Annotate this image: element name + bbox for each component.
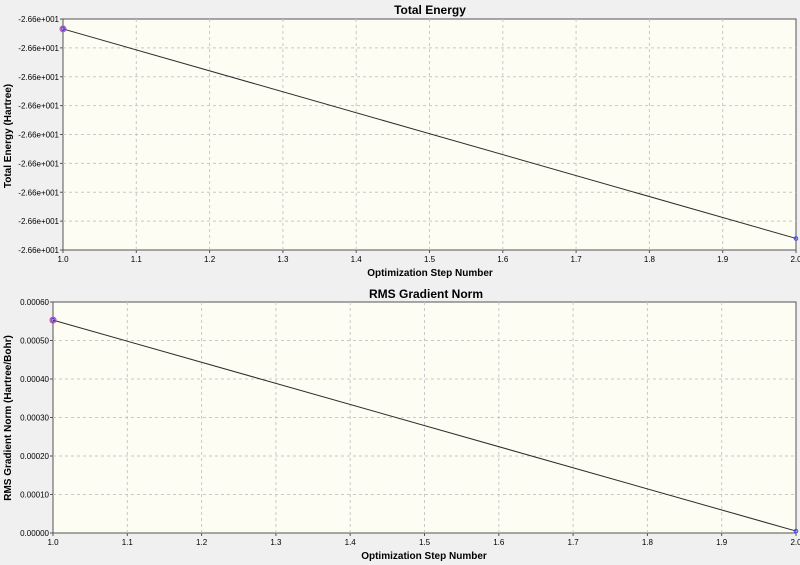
- x-tick-label: 1.5: [424, 255, 436, 264]
- y-axis-label: RMS Gradient Norm (Hartree/Bohr): [3, 335, 14, 501]
- x-tick-label: 1.9: [716, 538, 728, 547]
- y-tick-label: -2.66e+001: [18, 246, 59, 255]
- y-tick-label: -2.66e+001: [18, 188, 59, 197]
- y-tick-label: 0.00000: [20, 529, 49, 538]
- x-tick-label: 1.6: [493, 538, 505, 547]
- y-tick-label: 0.00040: [20, 375, 49, 384]
- rms-gradient-chart: RMS Gradient Norm Optimization Step Numb…: [3, 287, 800, 562]
- y-tick-label: -2.66e+001: [18, 159, 59, 168]
- x-tick-label: 1.4: [345, 538, 357, 547]
- y-tick-label: 0.00020: [20, 452, 49, 461]
- data-point: [60, 26, 66, 32]
- x-tick-label: 1.7: [568, 538, 580, 547]
- x-tick-label: 1.2: [204, 255, 216, 264]
- y-tick-label: -2.66e+001: [18, 73, 59, 82]
- data-point-highlight: [49, 316, 57, 324]
- series-line: [62, 28, 797, 239]
- data-point-highlight: [59, 25, 67, 33]
- y-tick-label: -2.66e+001: [18, 131, 59, 140]
- y-tick-label: -2.66e+001: [18, 217, 59, 226]
- data-point: [793, 236, 799, 241]
- y-tick-label: -2.66e+001: [18, 15, 59, 24]
- x-tick-label: 1.7: [571, 255, 583, 264]
- chart-title: Total Energy: [394, 3, 466, 17]
- x-tick-label: 1.8: [642, 538, 654, 547]
- x-tick-label: 2.0: [790, 538, 800, 547]
- x-tick-label: 1.9: [717, 255, 729, 264]
- total-energy-chart: Total Energy Optimization Step Number To…: [3, 3, 800, 279]
- y-tick-label: 0.00010: [20, 491, 49, 500]
- x-tick-label: 1.2: [196, 538, 208, 547]
- y-axis-label: Total Energy (Hartree): [3, 84, 14, 188]
- x-axis-label: Optimization Step Number: [367, 268, 493, 279]
- y-tick-label: -2.66e+001: [18, 44, 59, 53]
- y-tick-label: 0.00060: [20, 298, 49, 307]
- data-point: [50, 317, 56, 323]
- x-tick-label: 2.0: [790, 255, 800, 264]
- x-tick-label: 1.4: [351, 255, 363, 264]
- y-tick-label: 0.00050: [20, 337, 49, 346]
- x-tick-label: 1.3: [277, 255, 289, 264]
- chart-title: RMS Gradient Norm: [369, 287, 483, 301]
- x-tick-label: 1.1: [131, 255, 143, 264]
- series-line: [52, 319, 797, 532]
- y-tick-label: -2.66e+001: [18, 102, 59, 111]
- data-point: [793, 528, 799, 534]
- x-tick-label: 1.8: [644, 255, 656, 264]
- x-tick-label: 1.5: [419, 538, 431, 547]
- x-axis-label: Optimization Step Number: [361, 551, 487, 562]
- x-tick-label: 1.0: [57, 255, 69, 264]
- x-tick-label: 1.0: [47, 538, 59, 547]
- x-tick-label: 1.6: [497, 255, 509, 264]
- x-tick-label: 1.3: [270, 538, 282, 547]
- y-tick-label: 0.00030: [20, 414, 49, 423]
- x-tick-label: 1.1: [122, 538, 134, 547]
